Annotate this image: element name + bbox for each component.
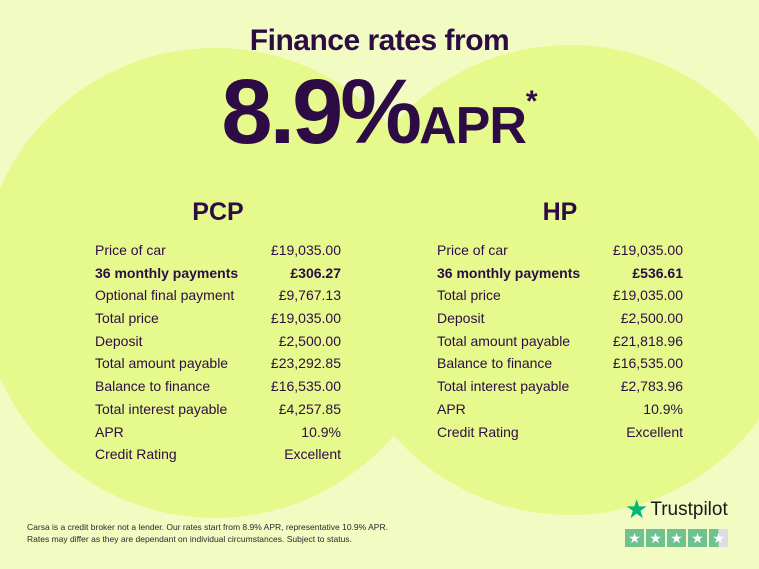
row-value: £19,035.00 (270, 310, 341, 327)
hp-section: HP Price of car £19,035.00 36 monthly paym… (437, 198, 683, 443)
table-row: Balance to finance £16,535.00 (95, 375, 341, 398)
row-label: 36 monthly payments (95, 264, 239, 281)
table-row: Total price £19,035.00 (437, 284, 683, 307)
row-value: £2,500.00 (620, 310, 683, 327)
table-row: 36 monthly payments £306.27 (95, 262, 341, 285)
half-star-icon: ★ (709, 529, 728, 547)
disclaimer-line-2: Rates may differ as they are dependant o… (27, 534, 352, 544)
trustpilot-badge[interactable]: ★ Trustpilot ★ ★ ★ ★ ★ (625, 494, 728, 547)
table-row: APR 10.9% (95, 421, 341, 444)
row-label: Credit Rating (437, 423, 519, 440)
row-label: 36 monthly payments (437, 264, 581, 281)
row-label: Price of car (437, 242, 508, 258)
row-value: 10.9% (643, 400, 683, 417)
table-row: Total amount payable £23,292.85 (95, 352, 341, 375)
row-label: APR (437, 400, 466, 417)
row-label: APR (95, 423, 124, 440)
table-row: Price of car £19,035.00 (95, 239, 341, 262)
row-label: Deposit (437, 310, 485, 327)
trustpilot-name: Trustpilot (650, 498, 728, 520)
table-row: Total amount payable £21,818.96 (437, 330, 683, 353)
table-row: APR 10.9% (437, 398, 683, 421)
headline: Finance rates from (249, 24, 510, 57)
row-value: 10.9% (301, 423, 341, 440)
disclaimer-line-1: Carsa is a credit broker not a lender. O… (27, 522, 388, 532)
row-value: Excellent (626, 423, 683, 440)
row-value: Excellent (284, 446, 341, 463)
disclaimer: Carsa is a credit broker not a lender. O… (27, 521, 388, 545)
table-row: Credit Rating Excellent (437, 421, 683, 444)
row-value: £19,035.00 (612, 242, 683, 258)
table-row: Deposit £2,500.00 (95, 330, 341, 353)
background-circle-right (335, 45, 759, 515)
pcp-rows: Price of car £19,035.00 36 monthly payment… (95, 239, 341, 466)
row-value: £4,257.85 (278, 400, 341, 417)
table-row: 36 monthly payments £536.61 (437, 262, 683, 285)
pcp-title: PCP (192, 198, 244, 226)
row-label: Total amount payable (95, 355, 229, 372)
row-label: Total interest payable (95, 400, 228, 417)
row-value: £23,292.85 (270, 355, 341, 372)
star-icon: ★ (667, 529, 686, 547)
table-row: Total interest payable £4,257.85 (95, 398, 341, 421)
row-value: £9,767.13 (278, 287, 341, 304)
row-label: Total interest payable (437, 378, 570, 395)
row-label: Total amount payable (437, 332, 571, 349)
row-value: £19,035.00 (270, 242, 341, 258)
table-row: Price of car £19,035.00 (437, 239, 683, 262)
rate-display: 8.9%APR* (0, 66, 759, 158)
pcp-section: PCP Price of car £19,035.00 36 monthly pay… (95, 198, 341, 466)
row-label: Price of car (95, 242, 166, 258)
star-icon: ★ (625, 529, 644, 547)
table-row: Total price £19,035.00 (95, 307, 341, 330)
row-value: £536.61 (632, 264, 683, 281)
apr-label: APR (419, 97, 527, 155)
row-label: Credit Rating (95, 446, 177, 463)
star-icon: ★ (646, 529, 665, 547)
row-value: £306.27 (290, 264, 341, 281)
trustpilot-logo: ★ Trustpilot (625, 494, 728, 525)
row-label: Total price (437, 287, 501, 304)
row-value: £2,783.96 (620, 378, 683, 395)
background-circle-left (0, 48, 450, 518)
row-value: £16,535.00 (270, 378, 341, 395)
row-label: Total price (95, 310, 159, 327)
table-row: Optional final payment £9,767.13 (95, 284, 341, 307)
star-icon: ★ (625, 494, 649, 524)
row-label: Balance to finance (95, 378, 211, 395)
row-label: Optional final payment (95, 287, 235, 304)
table-row: Balance to finance £16,535.00 (437, 352, 683, 375)
row-value: £2,500.00 (278, 332, 341, 349)
row-value: £16,535.00 (612, 355, 683, 372)
row-value: £21,818.96 (612, 332, 683, 349)
hp-rows: Price of car £19,035.00 36 monthly payment… (437, 239, 683, 443)
asterisk: * (525, 85, 538, 118)
table-row: Credit Rating Excellent (95, 443, 341, 466)
hp-title: HP (542, 198, 578, 226)
table-row: Total interest payable £2,783.96 (437, 375, 683, 398)
trustpilot-rating: ★ ★ ★ ★ ★ (625, 529, 728, 547)
row-label: Balance to finance (437, 355, 553, 372)
rate-value: 8.9% (221, 61, 422, 163)
row-value: £19,035.00 (612, 287, 683, 304)
star-icon: ★ (688, 529, 707, 547)
row-label: Deposit (95, 332, 143, 349)
table-row: Deposit £2,500.00 (437, 307, 683, 330)
